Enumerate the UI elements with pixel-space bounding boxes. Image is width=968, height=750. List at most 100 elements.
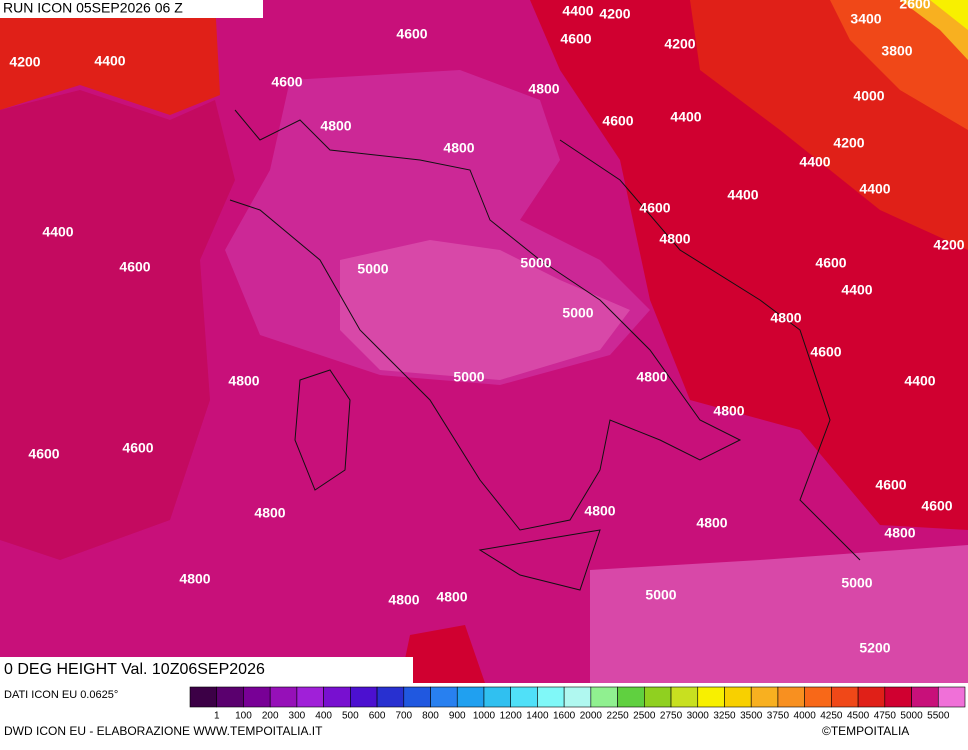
contour-label: 4600: [875, 477, 906, 493]
contour-label: 4800: [254, 505, 285, 521]
legend-label: 4000: [794, 711, 817, 722]
color-legend: 1 100 200 300 400 500 600 700 800 900 1000 1200 1400…: [189, 686, 966, 722]
contour-label: 5000: [357, 261, 388, 277]
contour-label: 4400: [859, 181, 890, 197]
legend-label: 3500: [740, 711, 763, 722]
contour-label: 4800: [528, 81, 559, 97]
legend-label: 400: [315, 711, 332, 722]
legend-swatch: [724, 686, 752, 708]
coastline: [229, 109, 742, 531]
legend-swatch: [216, 686, 244, 708]
contour-label: 5000: [841, 575, 872, 591]
field-region: [0, 0, 220, 115]
legend-label: 1: [214, 711, 220, 722]
field-region: [930, 0, 968, 30]
coastline: [559, 139, 861, 561]
legend-label: 4250: [820, 711, 843, 722]
legend-label: 300: [289, 711, 306, 722]
contour-label: 4400: [841, 282, 872, 298]
data-source: DATI ICON EU 0.0625°: [4, 689, 118, 701]
contour-label: 5000: [453, 369, 484, 385]
legend-swatch: [430, 686, 458, 708]
credit: DWD ICON EU - ELABORAZIONE WWW.TEMPOITAL…: [4, 724, 323, 738]
contour-label: 5200: [859, 640, 890, 656]
legend-swatch: [189, 686, 218, 708]
legend-label: 2250: [606, 711, 629, 722]
copyright: ©TEMPOITALIA: [822, 724, 909, 738]
contour-label: 4800: [179, 571, 210, 587]
contour-label: 4400: [904, 373, 935, 389]
contour-label: 4200: [664, 36, 695, 52]
legend-swatch: [697, 686, 725, 708]
contour-label: 4600: [560, 31, 591, 47]
legend-label: 3000: [687, 711, 710, 722]
field-region: [0, 90, 235, 560]
legend-label: 1600: [553, 711, 576, 722]
legend-label: 5500: [927, 711, 950, 722]
contour-label: 4800: [443, 140, 474, 156]
legend-label: 3250: [713, 711, 736, 722]
field-region: [400, 625, 485, 683]
legend-swatch: [376, 686, 405, 708]
contour-label: 4600: [271, 74, 302, 90]
contour-label: 4200: [933, 237, 964, 253]
legend-swatch: [777, 686, 805, 708]
contour-label: 4000: [853, 88, 884, 104]
legend-swatch: [670, 686, 699, 708]
map: [0, 0, 968, 683]
contour-label: 3800: [881, 43, 912, 59]
contour-label: 4800: [770, 310, 801, 326]
legend-swatch: [296, 686, 324, 708]
legend-swatch: [590, 686, 618, 708]
contour-label: 4600: [122, 440, 153, 456]
contour-label: 4800: [436, 589, 467, 605]
contour-label: 4400: [562, 3, 593, 19]
contour-label: 4600: [921, 498, 952, 514]
contour-label: 4400: [799, 154, 830, 170]
field-label-box: [0, 657, 413, 683]
legend-swatch: [243, 686, 271, 708]
contour-label: 4800: [636, 369, 667, 385]
field-region: [830, 0, 968, 130]
legend-label: 4500: [847, 711, 870, 722]
contour-label: 4400: [94, 53, 125, 69]
legend-swatch: [456, 686, 485, 708]
field-region: [340, 240, 630, 380]
contour-label: 4200: [833, 135, 864, 151]
contour-label: 4600: [810, 344, 841, 360]
legend-label: 800: [422, 711, 439, 722]
contour-label: 4400: [670, 109, 701, 125]
contour-label: 4800: [584, 503, 615, 519]
legend-swatch: [350, 686, 378, 708]
contour-label: 4800: [228, 373, 259, 389]
legend-swatch: [911, 686, 939, 708]
legend-label: 2500: [633, 711, 656, 722]
legend-swatch: [403, 686, 431, 708]
legend-swatch: [884, 686, 912, 708]
field-region: [590, 545, 968, 683]
legend-label: 100: [235, 711, 252, 722]
contour-label: 4600: [815, 255, 846, 271]
contour-label: 4400: [42, 224, 73, 240]
contour-label: 4800: [713, 403, 744, 419]
contour-label: 2600: [899, 0, 930, 12]
contour-label: 4800: [320, 118, 351, 134]
contour-label: 4600: [396, 26, 427, 42]
legend-swatch: [644, 686, 672, 708]
legend-label: 1400: [526, 711, 549, 722]
contour-label: 4800: [388, 592, 419, 608]
legend-swatch: [483, 686, 511, 708]
field-label: 0 DEG HEIGHT Val. 10Z06SEP2026: [4, 661, 265, 678]
contour-label: 4200: [9, 54, 40, 70]
contour-label: 4200: [599, 6, 630, 22]
legend-label: 5000: [900, 711, 923, 722]
legend-label: 200: [262, 711, 279, 722]
legend-label: 2750: [660, 711, 683, 722]
legend-label: 700: [395, 711, 412, 722]
legend-label: 2000: [580, 711, 603, 722]
legend-label: 600: [369, 711, 386, 722]
legend-swatch: [323, 686, 351, 708]
legend-label: 1200: [500, 711, 523, 722]
